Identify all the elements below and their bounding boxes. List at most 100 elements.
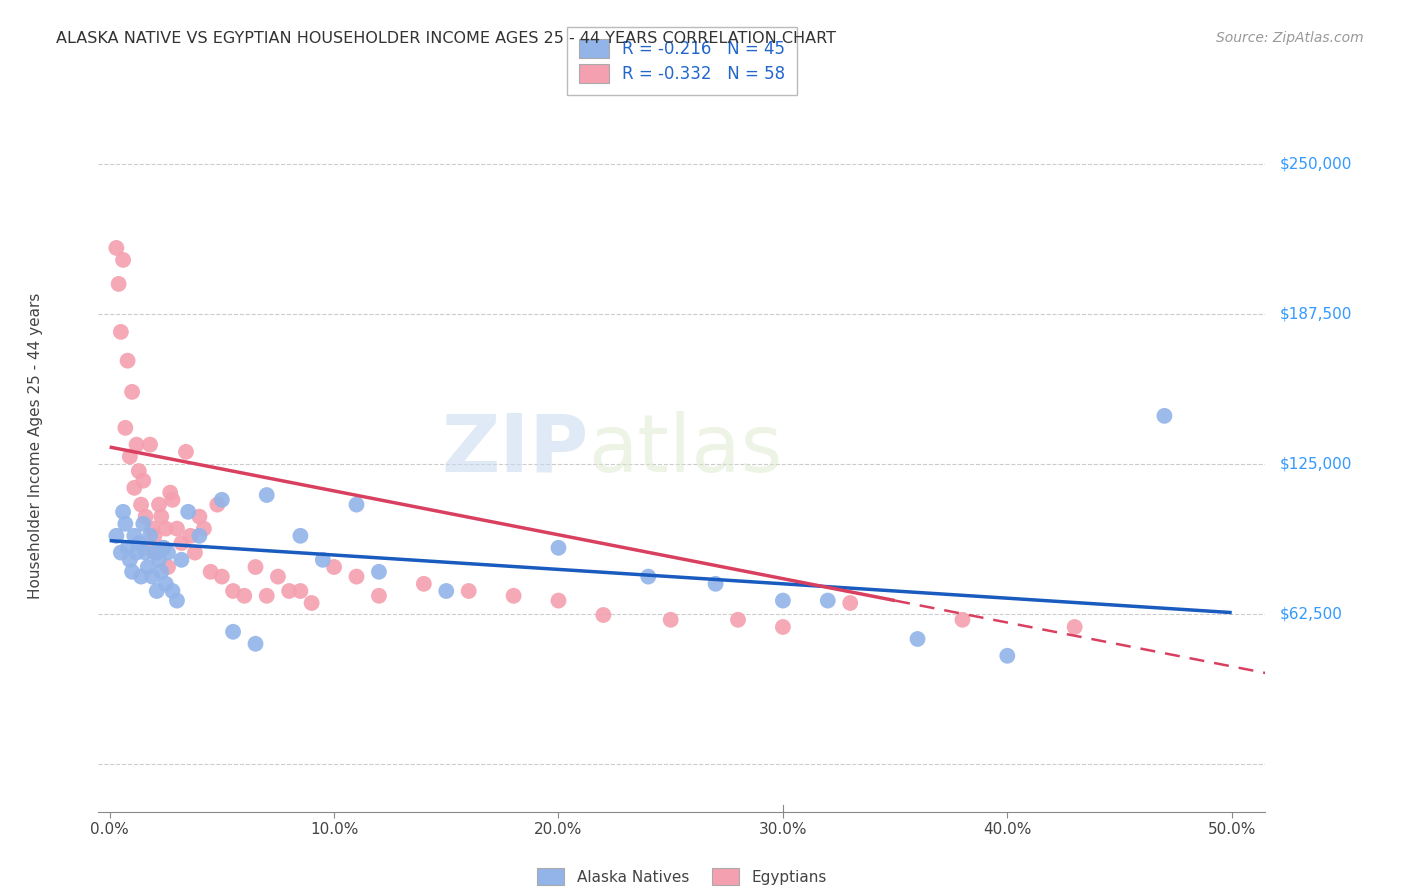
Point <box>211 569 233 583</box>
Point <box>124 529 146 543</box>
Point <box>772 620 794 634</box>
Point <box>110 325 132 339</box>
Point <box>207 498 229 512</box>
Point <box>146 584 169 599</box>
Point <box>659 613 682 627</box>
Point <box>141 569 163 583</box>
Text: Householder Income Ages 25 - 44 years: Householder Income Ages 25 - 44 years <box>28 293 42 599</box>
Point <box>141 522 163 536</box>
Point <box>179 529 201 543</box>
Point <box>1153 409 1175 423</box>
Point <box>121 384 143 399</box>
Point <box>124 481 146 495</box>
Point <box>233 589 256 603</box>
Point <box>177 505 200 519</box>
Point <box>704 576 727 591</box>
Point <box>135 546 157 560</box>
Point <box>148 498 170 512</box>
Text: Source: ZipAtlas.com: Source: ZipAtlas.com <box>1216 31 1364 45</box>
Point <box>152 541 174 555</box>
Point <box>457 584 479 599</box>
Point <box>637 569 659 583</box>
Point <box>114 421 136 435</box>
Point <box>547 541 569 555</box>
Point <box>156 560 179 574</box>
Point <box>346 569 368 583</box>
Point <box>128 464 150 478</box>
Point <box>772 593 794 607</box>
Text: $62,500: $62,500 <box>1279 607 1343 622</box>
Point <box>150 509 173 524</box>
Text: $187,500: $187,500 <box>1279 306 1351 321</box>
Point <box>346 498 368 512</box>
Point <box>143 529 166 543</box>
Point <box>139 437 162 451</box>
Text: atlas: atlas <box>589 411 783 489</box>
Point <box>1063 620 1085 634</box>
Point <box>143 546 166 560</box>
Point <box>312 553 335 567</box>
Point <box>368 589 391 603</box>
Point <box>129 569 152 583</box>
Point <box>290 529 312 543</box>
Point <box>245 637 267 651</box>
Point <box>502 589 524 603</box>
Point <box>727 613 749 627</box>
Point <box>174 445 197 459</box>
Point <box>162 584 184 599</box>
Point <box>166 522 188 536</box>
Point <box>159 485 181 500</box>
Point <box>139 529 162 543</box>
Point <box>162 492 184 507</box>
Point <box>150 565 173 579</box>
Point <box>434 584 457 599</box>
Text: ALASKA NATIVE VS EGYPTIAN HOUSEHOLDER INCOME AGES 25 - 44 YEARS CORRELATION CHAR: ALASKA NATIVE VS EGYPTIAN HOUSEHOLDER IN… <box>56 31 837 46</box>
Point <box>290 584 312 599</box>
Point <box>152 541 174 555</box>
Point <box>256 488 278 502</box>
Point <box>256 589 278 603</box>
Point <box>112 252 135 267</box>
Point <box>121 565 143 579</box>
Point <box>118 450 141 464</box>
Point <box>110 546 132 560</box>
Point <box>222 584 245 599</box>
Point <box>166 593 188 607</box>
Point <box>117 541 139 555</box>
Point <box>117 353 139 368</box>
Point <box>170 536 193 550</box>
Point <box>114 516 136 531</box>
Point <box>155 522 177 536</box>
Point <box>107 277 129 291</box>
Point <box>136 560 159 574</box>
Point <box>132 474 155 488</box>
Point <box>170 553 193 567</box>
Point <box>188 509 211 524</box>
Point <box>952 613 974 627</box>
Point <box>105 529 128 543</box>
Text: ZIP: ZIP <box>441 411 589 489</box>
Point <box>148 553 170 567</box>
Point <box>817 593 839 607</box>
Point <box>129 498 152 512</box>
Point <box>323 560 346 574</box>
Point <box>146 546 169 560</box>
Text: $250,000: $250,000 <box>1279 156 1351 171</box>
Point <box>128 536 150 550</box>
Text: $125,000: $125,000 <box>1279 457 1351 471</box>
Point <box>105 241 128 255</box>
Point <box>267 569 290 583</box>
Point <box>200 565 222 579</box>
Point <box>245 560 267 574</box>
Point <box>907 632 929 646</box>
Point <box>222 624 245 639</box>
Point <box>184 546 207 560</box>
Point <box>155 576 177 591</box>
Point <box>156 546 179 560</box>
Point <box>211 492 233 507</box>
Point <box>547 593 569 607</box>
Point <box>995 648 1018 663</box>
Point <box>368 565 391 579</box>
Point <box>278 584 301 599</box>
Point <box>125 437 148 451</box>
